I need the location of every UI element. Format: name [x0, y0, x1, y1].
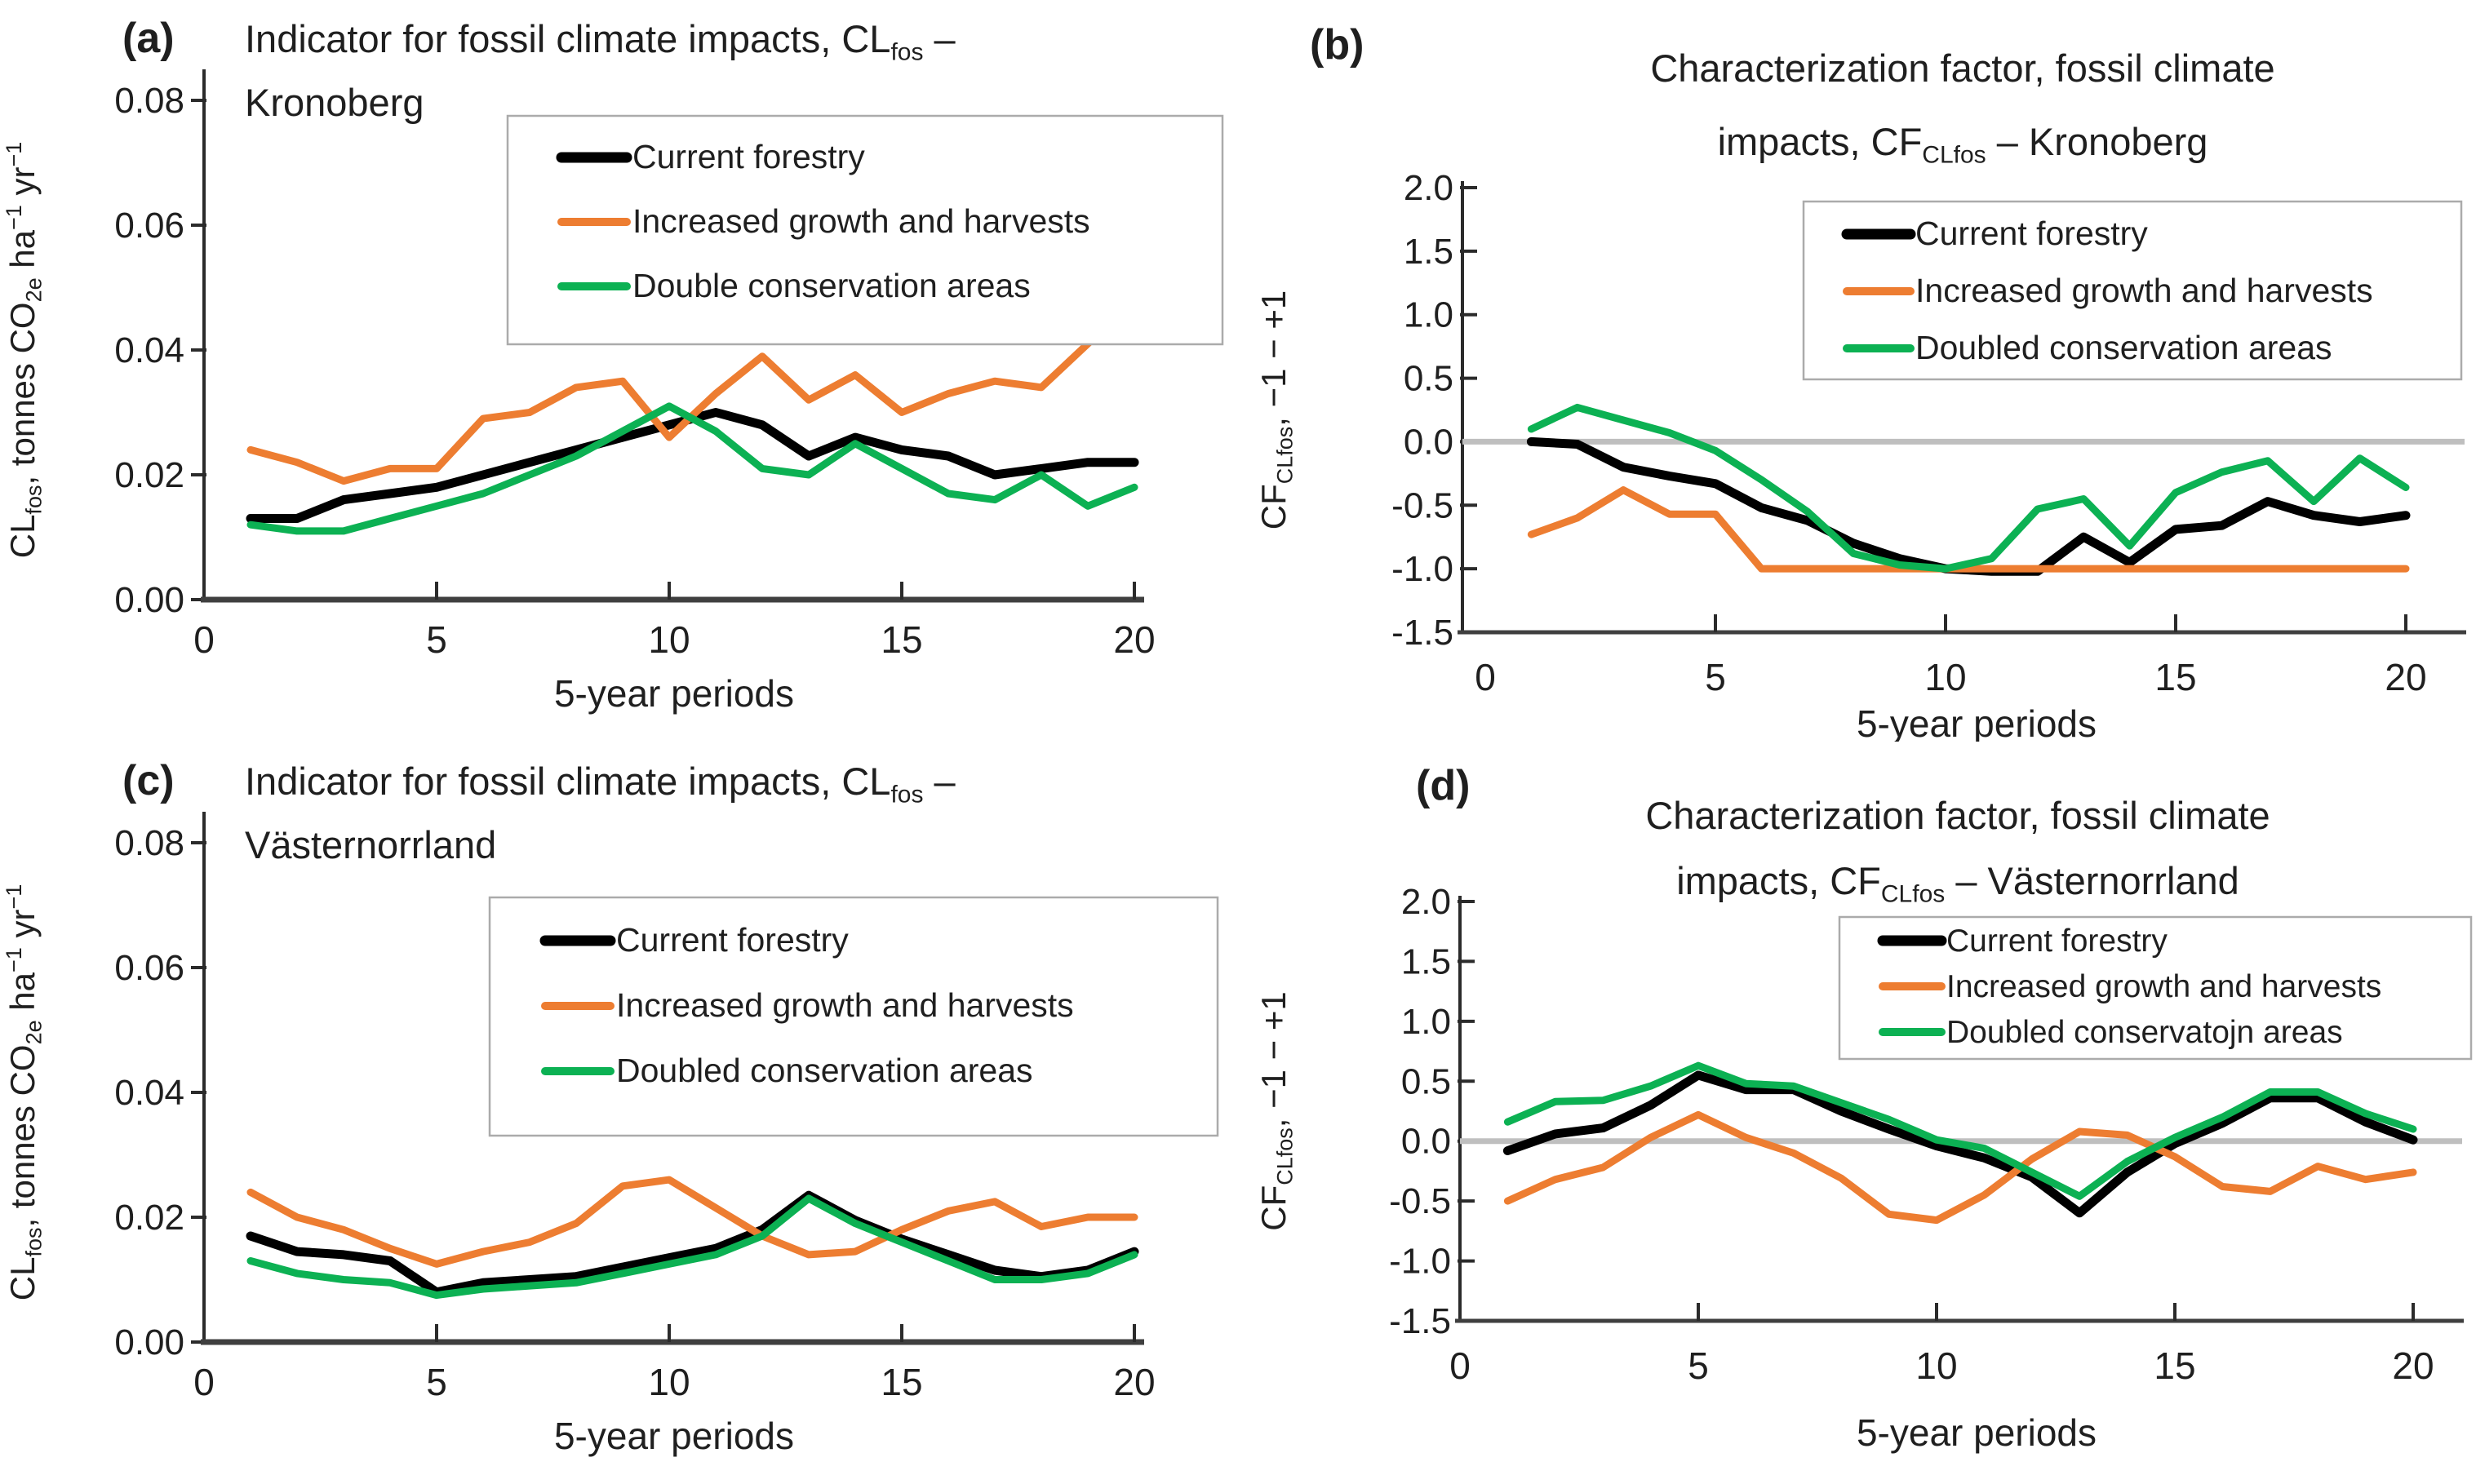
- x-axis-label: 5-year periods: [1857, 1411, 2097, 1454]
- chart-title-line1: Characterization factor, fossil climate: [1650, 47, 2274, 90]
- x-tick-label: 0: [1449, 1344, 1471, 1387]
- y-tick-label: -0.5: [1391, 485, 1453, 525]
- y-tick-label: 0.02: [114, 1198, 184, 1238]
- legend-label-current: Current forestry: [632, 138, 865, 175]
- series-line-increased: [246, 1176, 1138, 1268]
- legend-label-increased: Increased growth and harvests: [1946, 969, 2381, 1004]
- legend-label-doubled: Doubled conservation areas: [1915, 329, 2332, 366]
- legend-label-increased: Increased growth and harvests: [616, 986, 1074, 1024]
- chart-b-characterization-kronoberg: (b) Characterization factor, fossil clima…: [1254, 21, 2466, 742]
- chart-title-line2: Kronoberg: [245, 81, 424, 124]
- legend-label-increased: Increased growth and harvests: [1915, 272, 2373, 309]
- y-tick-label: -0.5: [1389, 1181, 1451, 1221]
- y-tick-label: 2.0: [1401, 882, 1451, 922]
- x-tick-label: 0: [1475, 656, 1496, 698]
- legend-label-doubled: Double conservation areas: [632, 267, 1031, 304]
- y-tick-label: 0.5: [1404, 359, 1453, 399]
- legend-label-current: Current forestry: [616, 921, 849, 959]
- panel-c: (c) Indicator for fossil climate impacts,…: [0, 742, 1238, 1484]
- series-line-doubled: [1503, 1061, 2417, 1200]
- x-tick-label: 15: [2154, 1344, 2195, 1387]
- x-tick-label: 20: [1113, 618, 1155, 661]
- y-axis-label: CFCLfos, −1 − +1: [1254, 991, 1297, 1231]
- y-tick-label: 1.5: [1404, 232, 1453, 272]
- y-tick-label: 0.00: [114, 580, 184, 620]
- y-tick-label: 2.0: [1404, 168, 1453, 208]
- legend-label-doubled: Doubled conservatojn areas: [1946, 1015, 2343, 1050]
- y-tick-label: -1.0: [1391, 549, 1453, 589]
- chart-title-line2: Västernorrland: [245, 823, 496, 866]
- y-tick-label: 0.06: [114, 948, 184, 988]
- panel-label-a: (a): [122, 15, 175, 62]
- y-tick-label: 0.06: [114, 206, 184, 246]
- x-tick-label: 10: [648, 1361, 690, 1403]
- y-tick-label: 0.5: [1401, 1061, 1451, 1101]
- x-tick-label: 20: [2385, 656, 2426, 698]
- y-tick-label: 0.04: [114, 1073, 184, 1113]
- panel-a: (a) Indicator for fossil climate impacts,…: [0, 0, 1238, 742]
- series-line-doubled: [246, 402, 1138, 535]
- panel-label-d: (d): [1416, 762, 1470, 809]
- legend-label-increased: Increased growth and harvests: [632, 202, 1090, 240]
- series-line-increased: [1527, 486, 2410, 573]
- y-tick-label: -1.0: [1389, 1242, 1451, 1282]
- chart-title-line1: Characterization factor, fossil climate: [1645, 794, 2270, 837]
- x-tick-label: 0: [193, 618, 215, 661]
- series-line-doubled: [246, 1194, 1138, 1300]
- x-tick-label: 5: [426, 618, 447, 661]
- y-tick-label: -1.5: [1389, 1301, 1451, 1341]
- series-line-current: [1502, 1070, 2418, 1218]
- y-tick-label: 0.0: [1401, 1122, 1451, 1162]
- y-axis-label: CFCLfos, −1 − +1: [1254, 290, 1297, 530]
- y-tick-label: 0.0: [1404, 422, 1453, 462]
- x-tick-label: 10: [1915, 1344, 1957, 1387]
- series-line-doubled: [1527, 403, 2410, 573]
- y-tick-label: 1.0: [1401, 1002, 1451, 1042]
- y-axis-label: CLfos, tonnes CO2e ha−1 yr−1: [2, 142, 46, 559]
- chart-title-line1: Indicator for fossil climate impacts, CL…: [245, 760, 956, 808]
- chart-a-indicator-kronoberg: (a) Indicator for fossil climate impacts,…: [2, 15, 1224, 715]
- chart-d-characterization-vasternorrland: (d) Characterization factor, fossil clima…: [1254, 762, 2473, 1454]
- x-tick-label: 20: [2392, 1344, 2434, 1387]
- y-axis-label: CLfos, tonnes CO2e ha−1 yr−1: [2, 884, 46, 1301]
- x-axis-label: 5-year periods: [1857, 702, 2097, 742]
- x-tick-label: 20: [1113, 1361, 1155, 1403]
- legend-label-doubled: Doubled conservation areas: [616, 1052, 1033, 1089]
- x-tick-label: 15: [881, 618, 922, 661]
- x-tick-label: 10: [648, 618, 690, 661]
- series-line-increased: [1503, 1110, 2417, 1225]
- y-tick-label: 1.0: [1404, 295, 1453, 335]
- chart-title-line2: impacts, CFCLfos – Västernorrland: [1676, 859, 2239, 907]
- y-tick-label: 0.04: [114, 330, 184, 370]
- x-tick-label: 15: [2154, 656, 2196, 698]
- x-axis-label: 5-year periods: [554, 672, 794, 715]
- series-line-current: [246, 1190, 1139, 1297]
- y-tick-label: 0.08: [114, 823, 184, 863]
- panel-label-b: (b): [1310, 21, 1364, 69]
- x-tick-label: 5: [1688, 1344, 1709, 1387]
- legend-label-current: Current forestry: [1946, 924, 2168, 959]
- y-tick-label: 0.00: [114, 1322, 184, 1362]
- x-tick-label: 5: [1705, 656, 1726, 698]
- x-tick-label: 10: [1924, 656, 1966, 698]
- legend-label-current: Current forestry: [1915, 215, 2148, 252]
- x-tick-label: 15: [881, 1361, 922, 1403]
- panel-b: (b) Characterization factor, fossil clima…: [1238, 0, 2476, 742]
- x-tick-label: 5: [426, 1361, 447, 1403]
- y-tick-label: 0.08: [114, 81, 184, 121]
- chart-title-line2: impacts, CFCLfos – Kronoberg: [1718, 120, 2208, 168]
- chart-title-line1: Indicator for fossil climate impacts, CL…: [245, 17, 956, 65]
- x-axis-label: 5-year periods: [554, 1415, 794, 1457]
- y-tick-label: 0.02: [114, 455, 184, 495]
- y-tick-label: 1.5: [1401, 941, 1451, 981]
- panel-label-c: (c): [122, 757, 175, 804]
- x-tick-label: 0: [193, 1361, 215, 1403]
- series-line-current: [246, 408, 1139, 523]
- y-tick-label: -1.5: [1391, 613, 1453, 653]
- chart-c-indicator-vasternorrland: (c) Indicator for fossil climate impacts,…: [2, 757, 1219, 1457]
- panel-d: (d) Characterization factor, fossil clima…: [1238, 742, 2476, 1484]
